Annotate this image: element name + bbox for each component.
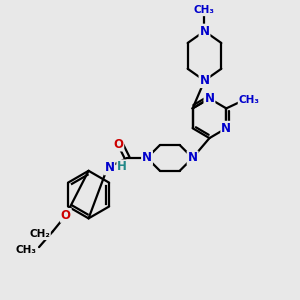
- Text: H: H: [117, 160, 127, 173]
- Text: N: N: [204, 92, 214, 105]
- Text: CH₃: CH₃: [238, 95, 260, 106]
- Text: N: N: [142, 152, 152, 164]
- Text: CH₂: CH₂: [29, 229, 50, 239]
- Text: N: N: [200, 74, 209, 87]
- Text: N: N: [104, 161, 114, 174]
- Text: O: O: [113, 138, 123, 151]
- Text: N: N: [200, 25, 209, 38]
- Text: CH₃: CH₃: [15, 245, 36, 255]
- Text: O: O: [61, 209, 71, 222]
- Text: N: N: [221, 122, 231, 135]
- Text: CH₃: CH₃: [194, 5, 215, 15]
- Text: N: N: [188, 152, 198, 164]
